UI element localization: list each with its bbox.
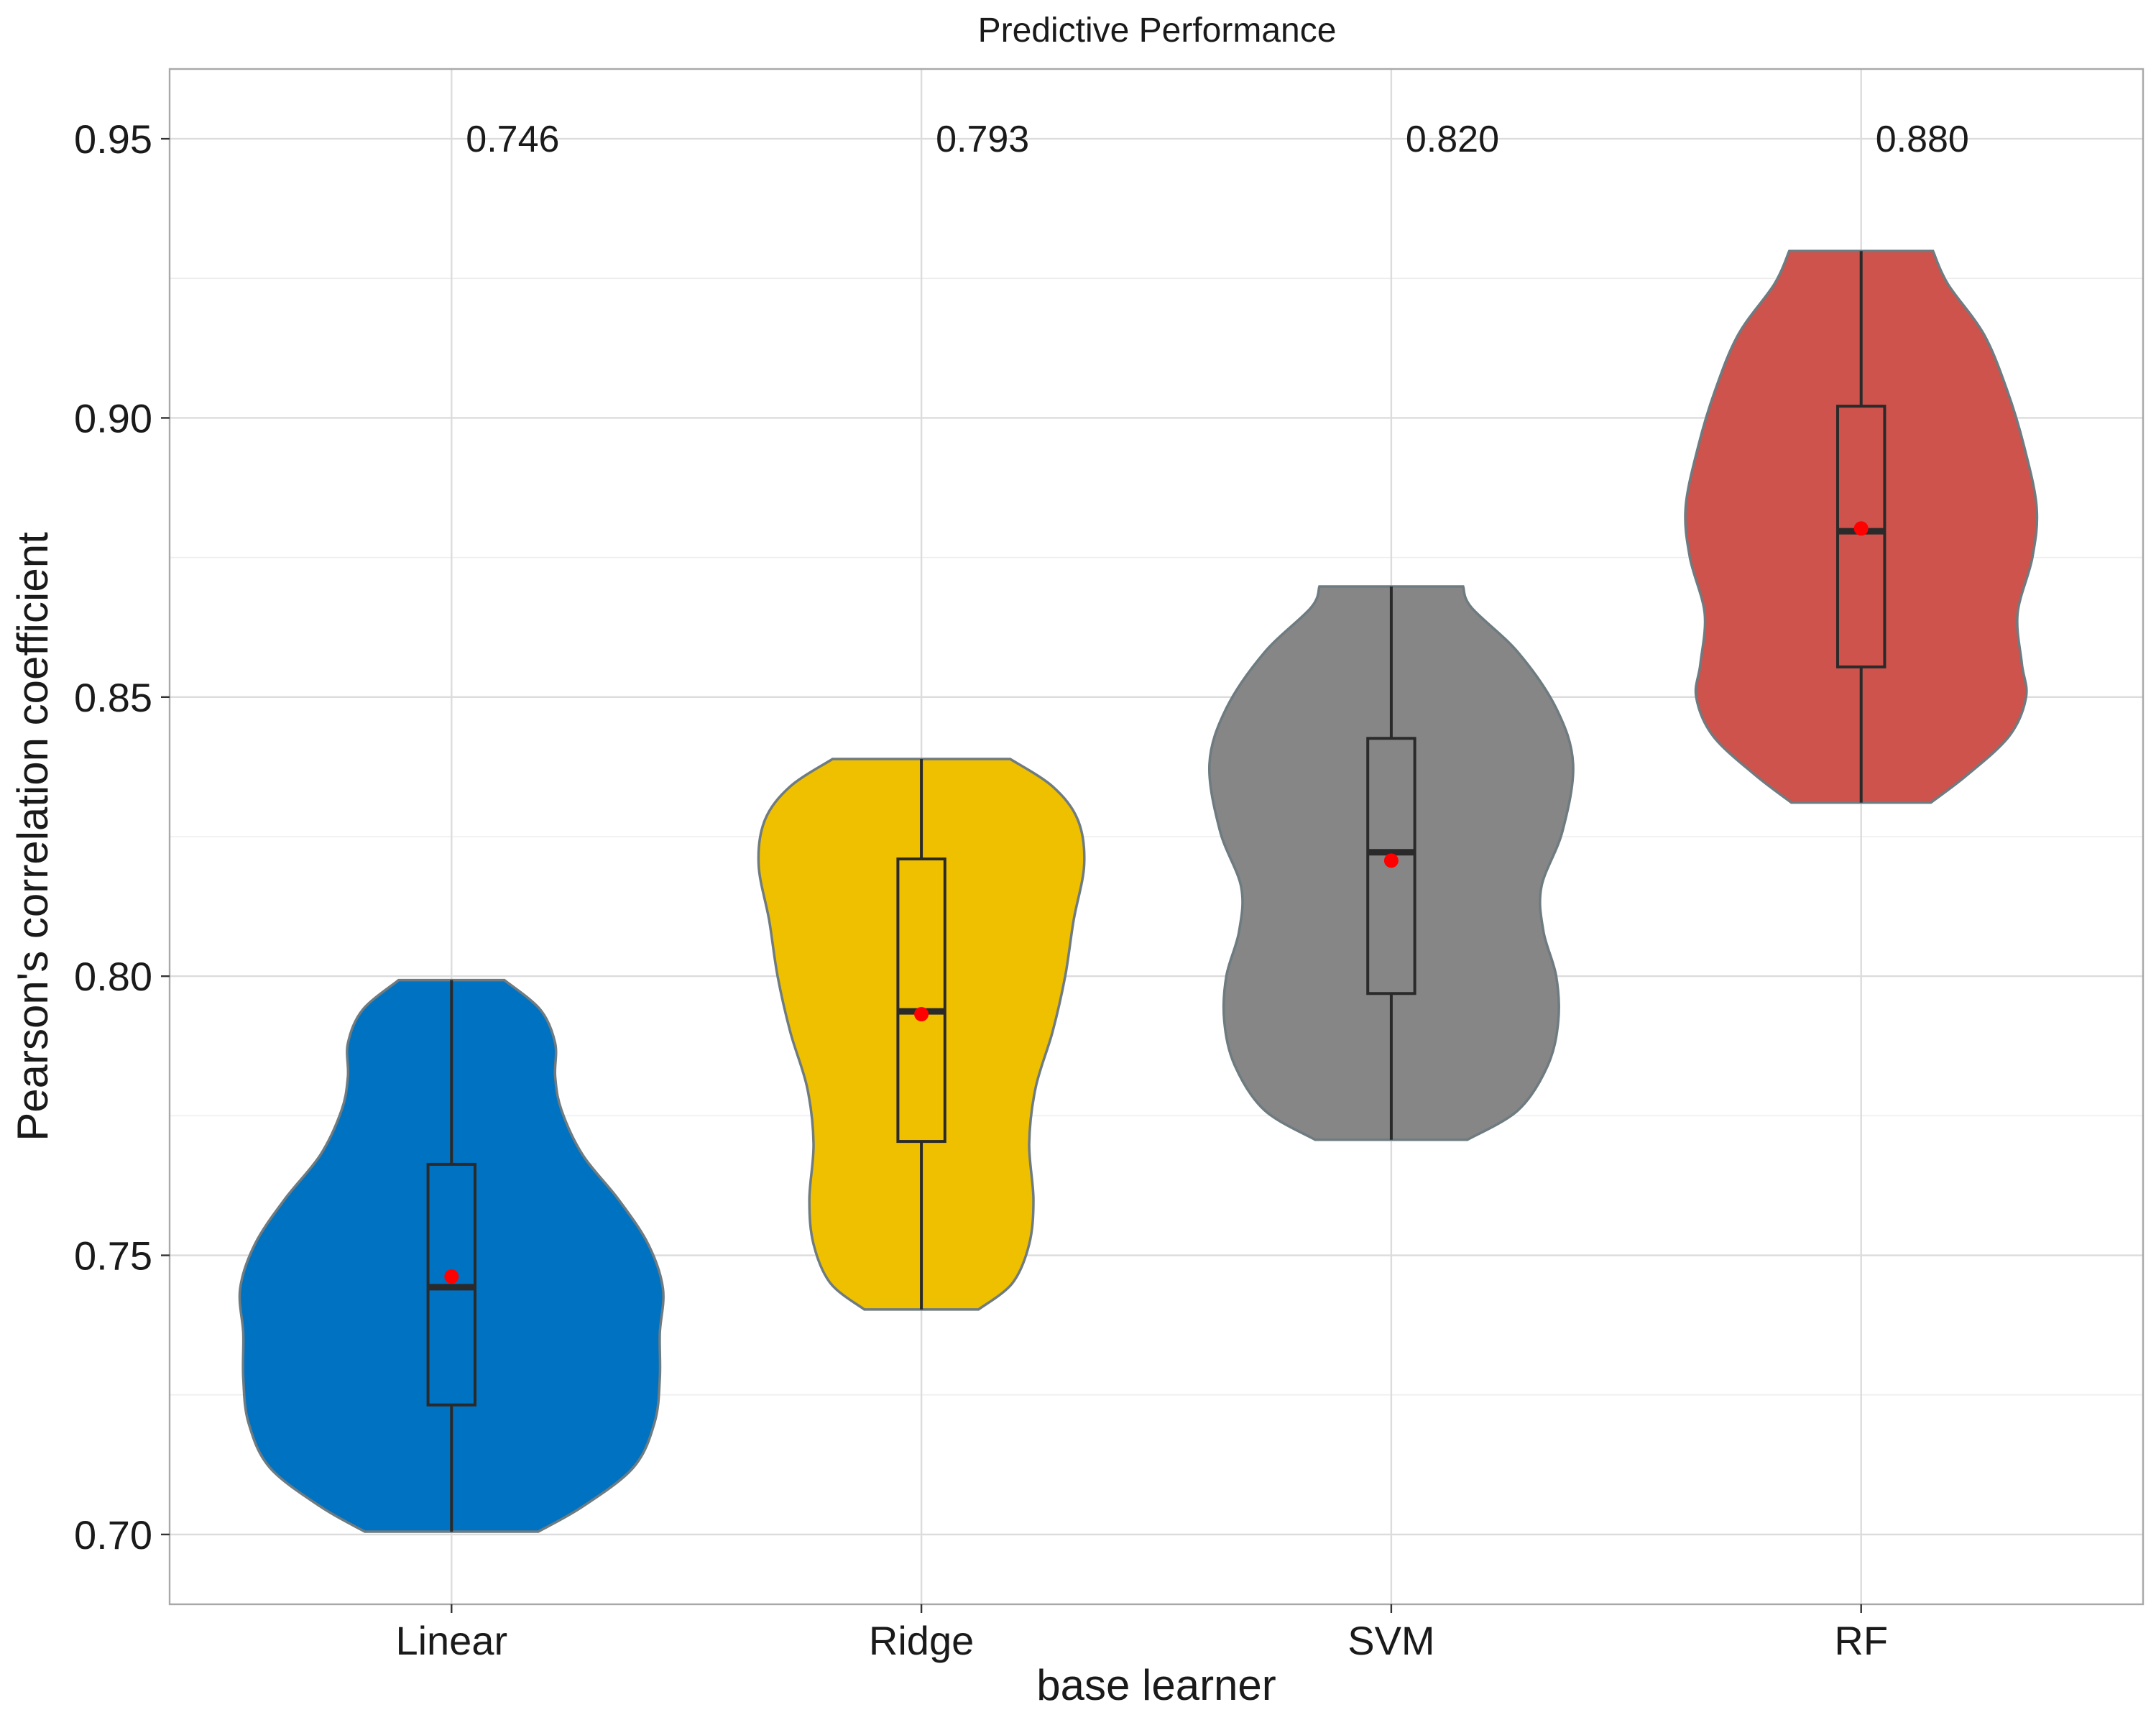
mean-labels: 0.746 0.793 0.820 0.880 bbox=[466, 119, 1969, 160]
plot-panel-border bbox=[168, 68, 2145, 1606]
x-axis-title: base learner bbox=[1036, 1661, 1276, 1709]
mean-label-ridge: 0.793 bbox=[936, 119, 1029, 160]
y-tick-label: 0.75 bbox=[74, 1233, 152, 1279]
x-tick-label-svm: SVM bbox=[1348, 1618, 1434, 1663]
mean-point-rf bbox=[1853, 521, 1869, 536]
y-tick-label: 0.95 bbox=[74, 116, 152, 162]
mean-points bbox=[444, 521, 1869, 1284]
mean-label-rf: 0.880 bbox=[1876, 119, 1969, 160]
box-rf bbox=[1836, 405, 1886, 668]
y-axis-title: Pearson's correlation coefficient bbox=[9, 532, 57, 1141]
mean-point-svm bbox=[1383, 853, 1399, 868]
x-tick-label-ridge: Ridge bbox=[869, 1618, 974, 1663]
x-tick-label-linear: Linear bbox=[395, 1618, 507, 1663]
y-tick-label: 0.90 bbox=[74, 395, 152, 441]
mean-point-linear bbox=[444, 1269, 459, 1284]
chart-title: Predictive Performance bbox=[978, 12, 1337, 50]
y-tick-label: 0.85 bbox=[74, 675, 152, 720]
box-ridge bbox=[896, 857, 946, 1144]
y-tick-label: 0.80 bbox=[74, 954, 152, 999]
violin-linear bbox=[238, 978, 665, 1533]
mean-point-ridge bbox=[914, 1006, 929, 1021]
box-svm bbox=[1366, 737, 1416, 995]
x-axis: Linear Ridge SVM RF bbox=[395, 1604, 1888, 1663]
y-tick-label: 0.70 bbox=[74, 1512, 152, 1558]
boxplot-group bbox=[426, 251, 1886, 1532]
mean-label-svm: 0.820 bbox=[1406, 119, 1499, 160]
mean-label-linear: 0.746 bbox=[466, 119, 559, 160]
violin-ridge bbox=[757, 758, 1086, 1311]
x-tick-label-rf: RF bbox=[1834, 1618, 1888, 1663]
y-axis: 0.70 0.75 0.80 0.85 0.90 0.95 bbox=[74, 116, 170, 1558]
